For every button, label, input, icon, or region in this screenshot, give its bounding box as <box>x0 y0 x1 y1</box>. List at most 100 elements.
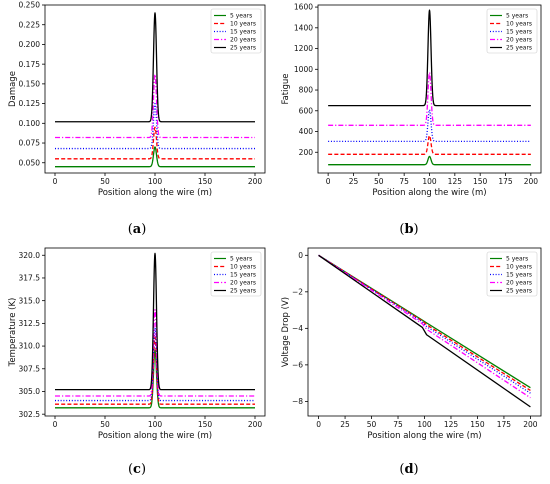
x-tick-label: 50 <box>100 420 110 429</box>
series-line-3 <box>318 254 531 394</box>
chart-panel-4: 0 25 50 75 100 125 150 175 200 −8 −6 −4 −2 0 Position … <box>281 247 542 477</box>
legend-entry: 10 years <box>230 264 256 271</box>
legend-entry: 25 years <box>230 45 256 52</box>
legend-entry: 25 years <box>230 288 256 295</box>
y-tick-label: 1600 <box>294 3 313 12</box>
x-tick-label: 0 <box>326 177 331 186</box>
y-axis-label: Temperature (K) <box>8 298 18 368</box>
x-axis-label: Position along the wire (m) <box>98 188 212 198</box>
legend-entry: 15 years <box>230 29 256 36</box>
legend-entry: 25 years <box>506 288 532 295</box>
legend-entry: 5 years <box>506 256 528 263</box>
y-tick-label: 1200 <box>294 44 313 53</box>
x-tick-label: 200 <box>248 177 263 186</box>
legend-entry: 25 years <box>506 45 532 52</box>
series-line-5 <box>318 254 531 408</box>
series-line-4 <box>318 254 531 399</box>
legend-box <box>486 251 538 297</box>
legend-entry: 20 years <box>230 37 256 44</box>
legend-entry: 10 years <box>506 21 532 28</box>
y-tick-label: 307.5 <box>19 364 41 373</box>
y-tick-label: 302.5 <box>19 410 41 419</box>
y-axis-label: Voltage Drop (V) <box>281 297 291 367</box>
y-tick-label: −4 <box>292 324 303 333</box>
y-axis-label: Fatigue <box>281 73 291 104</box>
x-tick-label: 25 <box>349 177 359 186</box>
legend-entry: 15 years <box>506 29 532 36</box>
series-line-1 <box>327 155 532 166</box>
series-line-4 <box>327 71 532 126</box>
x-tick-label: 100 <box>148 420 163 429</box>
y-tick-label: 0.150 <box>19 79 41 88</box>
legend-box <box>210 251 262 297</box>
series-line-2 <box>327 135 532 155</box>
series-line-5 <box>54 252 256 391</box>
x-tick-label: 150 <box>198 420 213 429</box>
series-line-5 <box>54 12 256 123</box>
x-tick-label: 200 <box>524 177 539 186</box>
y-tick-label: 312.5 <box>19 319 41 328</box>
legend-box <box>486 8 538 54</box>
chart-panel-2: 0 25 50 75 100 125 150 175 200 200 400 600 800 1000 12… <box>281 3 542 237</box>
legend-entry: 20 years <box>506 37 532 44</box>
y-tick-label: 400 <box>299 127 314 136</box>
y-tick-label: 315.0 <box>19 296 41 305</box>
x-tick-label: 25 <box>340 420 350 429</box>
y-tick-label: 0.075 <box>19 139 41 148</box>
legend-entry: 5 years <box>230 256 252 263</box>
chart-panel-3: 0 50 100 150 200 302.5 305.0 307.5 310.0 312.5 315… <box>8 247 266 477</box>
y-tick-label: 0.050 <box>19 158 41 167</box>
series-line-4 <box>54 309 256 397</box>
x-tick-label: 100 <box>422 177 437 186</box>
series-line-3 <box>54 327 256 402</box>
y-tick-label: 310.0 <box>19 342 41 351</box>
x-tick-label: 125 <box>444 420 459 429</box>
panel-caption: (d) <box>399 462 418 477</box>
legend-box <box>210 8 262 54</box>
x-tick-label: 150 <box>473 177 488 186</box>
series-line-3 <box>54 102 256 150</box>
x-tick-label: 200 <box>523 420 538 429</box>
legend-entry: 15 years <box>506 272 532 279</box>
x-tick-label: 175 <box>498 177 513 186</box>
y-tick-label: 320.0 <box>19 251 41 260</box>
legend-entry: 20 years <box>230 280 256 287</box>
legend-entry: 20 years <box>506 280 532 287</box>
y-tick-label: 305.0 <box>19 387 41 396</box>
x-tick-label: 50 <box>100 177 110 186</box>
legend-entry: 10 years <box>230 21 256 28</box>
y-tick-label: 0.100 <box>19 119 41 128</box>
y-tick-label: 1400 <box>294 23 313 32</box>
y-tick-label: 0.200 <box>19 40 41 49</box>
legend-entry: 10 years <box>506 264 532 271</box>
y-tick-label: 317.5 <box>19 274 41 283</box>
x-tick-label: 175 <box>497 420 512 429</box>
x-axis-label: Position along the wire (m) <box>98 431 212 441</box>
x-tick-label: 100 <box>148 177 163 186</box>
panel-caption: (b) <box>399 222 418 237</box>
x-tick-label: 200 <box>248 420 263 429</box>
series-line-2 <box>318 254 531 391</box>
x-tick-label: 150 <box>198 177 213 186</box>
x-tick-label: 75 <box>399 177 409 186</box>
y-tick-label: 0.125 <box>19 99 41 108</box>
x-tick-label: 0 <box>53 177 58 186</box>
x-tick-label: 50 <box>367 420 377 429</box>
x-axis-label: Position along the wire (m) <box>367 431 481 441</box>
series-line-4 <box>54 73 256 139</box>
x-tick-label: 150 <box>470 420 485 429</box>
x-axis-label: Position along the wire (m) <box>372 188 486 198</box>
series-line-2 <box>54 126 256 160</box>
y-tick-label: 0.250 <box>19 1 41 10</box>
y-tick-label: 0 <box>298 251 303 260</box>
series-line-1 <box>54 349 256 409</box>
y-tick-label: 0.175 <box>19 60 41 69</box>
series-line-1 <box>318 254 531 389</box>
y-tick-label: 600 <box>299 106 314 115</box>
legend-entry: 5 years <box>506 13 528 20</box>
